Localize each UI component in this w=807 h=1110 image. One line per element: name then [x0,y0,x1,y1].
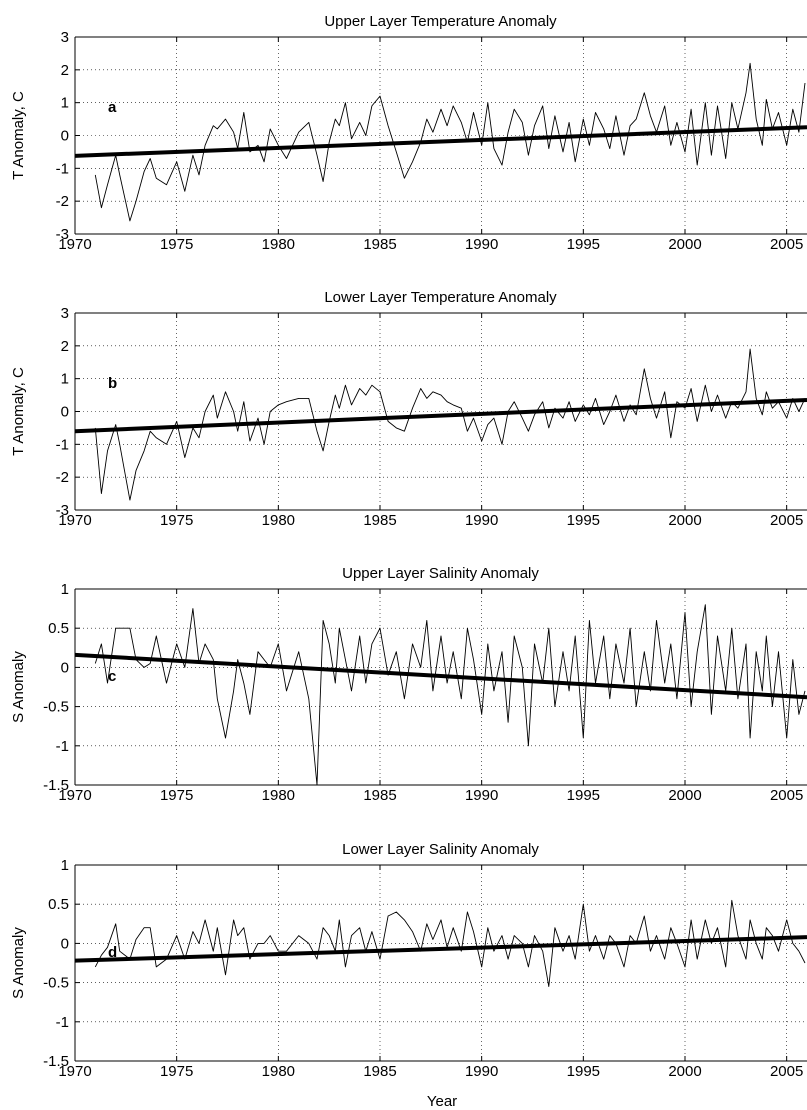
y-tick-label: 2 [61,62,69,79]
x-tick-label: 2000 [668,1063,701,1080]
y-tick-label: 1 [61,581,69,598]
y-tick-label: -1 [56,738,69,755]
x-tick-label: 1990 [465,1063,498,1080]
x-tick-label: 1990 [465,512,498,529]
y-tick-label: 0 [61,128,69,145]
y-tick-label: 0 [61,935,69,952]
x-tick-label: 1990 [465,787,498,804]
x-tick-label: 1995 [567,512,600,529]
trend-line-a [75,125,807,158]
y-tick-label: -3 [56,226,69,243]
y-tick-label: -1 [56,160,69,177]
panel-c: 1970 1975 1980 1985 1990 1995 2000 2005 -1.5 -1 -0… [10,565,807,804]
x-tick-label: 2005 [770,1063,803,1080]
x-tick-label: 1995 [567,1063,600,1080]
y-tick-label: 0.5 [48,896,69,913]
y-axis-label: S Anomaly [10,927,27,999]
y-tick-label: 2 [61,338,69,355]
x-tick-label: 1980 [262,1063,295,1080]
chart-title: Lower Layer Temperature Anomaly [324,289,557,306]
trend-line-b [75,398,807,434]
x-tick-label: 1980 [262,512,295,529]
y-axis-label: T Anomaly, C [10,91,27,180]
trend-line-d [75,935,807,963]
y-tick-label: -2 [56,469,69,486]
panel-label: d [108,944,117,961]
y-tick-label: 1 [61,371,69,388]
chart-title: Upper Layer Temperature Anomaly [324,13,557,30]
y-tick-label: 0 [61,404,69,421]
x-tick-label: 1990 [465,236,498,253]
x-axis-label: Year [427,1093,457,1110]
panel-a: 1970 1975 1980 1985 1990 1995 2000 2005 -3 -2 -1 0 1… [10,13,807,253]
y-tick-label: 0.5 [48,620,69,637]
panel-b: 1970 1975 1980 1985 1990 1995 2000 2005 -3 -2 -1 0 1… [10,289,807,529]
data-series-c [94,604,806,785]
y-tick-label: -3 [56,502,69,519]
y-axis-label: T Anomaly, C [10,367,27,456]
x-tick-label: 2000 [668,512,701,529]
x-tick-label: 1995 [567,787,600,804]
x-tick-label: 1985 [363,787,396,804]
y-tick-label: 3 [61,305,69,322]
x-tick-label: 1975 [160,236,193,253]
y-tick-label: 1 [61,857,69,874]
panel-label: b [108,375,117,392]
x-tick-label: 1980 [262,236,295,253]
y-tick-label: -0.5 [43,975,69,992]
chart-title: Upper Layer Salinity Anomaly [342,565,539,582]
panel-label: c [108,668,116,685]
chart-title: Lower Layer Salinity Anomaly [342,841,539,858]
y-tick-label: 1 [61,95,69,112]
panel-d: 1970 1975 1980 1985 1990 1995 2000 2005 -1.5 -1 -0… [10,841,807,1080]
y-tick-label: -2 [56,193,69,210]
y-tick-label: 3 [61,29,69,46]
x-tick-label: 1975 [160,512,193,529]
x-tick-label: 1970 [58,787,91,804]
data-series-b [94,348,806,501]
x-tick-label: 1975 [160,787,193,804]
x-tick-label: 1975 [160,1063,193,1080]
x-tick-label: 2000 [668,236,701,253]
y-tick-label: -1.5 [43,777,69,794]
x-tick-label: 1970 [58,236,91,253]
x-tick-label: 1985 [363,236,396,253]
y-tick-label: -1 [56,1014,69,1031]
panel-label: a [108,99,117,116]
data-series-a [94,62,806,222]
x-tick-label: 2005 [770,236,803,253]
y-tick-label: -1 [56,436,69,453]
y-tick-label: -1.5 [43,1053,69,1070]
x-tick-label: 1995 [567,236,600,253]
trend-line-c [75,652,807,700]
x-tick-label: 1985 [363,1063,396,1080]
x-tick-label: 2005 [770,512,803,529]
x-tick-label: 2005 [770,787,803,804]
x-tick-label: 1985 [363,512,396,529]
x-tick-label: 2000 [668,787,701,804]
x-tick-label: 1970 [58,1063,91,1080]
y-axis-label: S Anomaly [10,651,27,723]
data-series-d [94,899,806,987]
x-tick-label: 1980 [262,787,295,804]
y-tick-label: 0 [61,659,69,676]
y-tick-label: -0.5 [43,699,69,716]
x-tick-label: 1970 [58,512,91,529]
